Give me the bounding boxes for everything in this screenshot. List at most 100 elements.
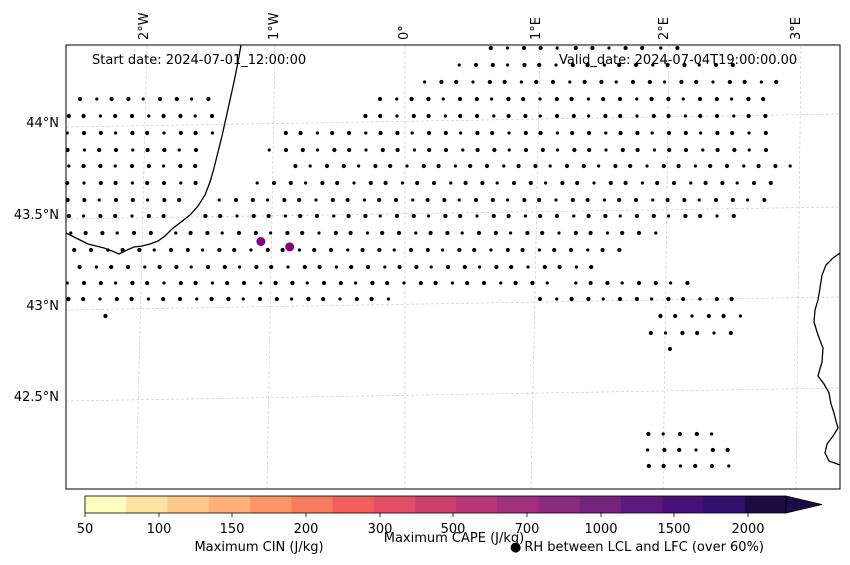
rh-dot <box>193 114 197 118</box>
rh-dot <box>588 280 593 286</box>
rh-dot <box>763 130 768 136</box>
lat-label-42-5n: 42.5°N <box>14 390 59 405</box>
rh-dot <box>174 264 179 270</box>
rh-dot <box>345 197 350 203</box>
rh-dot <box>365 231 369 235</box>
rh-dot <box>654 231 658 235</box>
colorbar-tick-label: 100 <box>147 522 172 537</box>
rh-dot <box>572 147 577 153</box>
rh-dot <box>607 46 611 50</box>
rh-dot <box>193 130 198 136</box>
rh-dot <box>620 281 624 285</box>
rh-dot <box>454 79 459 85</box>
rh-dot <box>586 213 591 219</box>
rh-dot <box>694 79 699 85</box>
rh-dot <box>439 79 444 85</box>
rh-dot <box>713 62 719 68</box>
rh-dot <box>113 164 117 168</box>
rh-dot <box>445 230 450 236</box>
cape-points-layer <box>256 237 295 252</box>
rh-dot <box>636 230 642 236</box>
rh-dot <box>761 96 766 102</box>
rh-dot <box>521 45 527 51</box>
rh-dot <box>708 163 713 169</box>
rh-dot <box>747 131 751 135</box>
rh-dot <box>617 197 622 203</box>
colorbar-segment <box>167 496 210 513</box>
rh-dot <box>523 214 528 218</box>
rh-dot <box>82 148 86 152</box>
rh-dot <box>157 96 163 102</box>
rh-dot <box>393 197 399 203</box>
rh-dot <box>328 247 334 253</box>
rh-dot <box>459 131 463 135</box>
rh-dot <box>653 280 658 286</box>
rh-dot <box>695 330 700 336</box>
rh-dot <box>364 131 368 135</box>
rh-dot <box>528 180 533 186</box>
rh-dot <box>377 197 382 203</box>
rh-dot <box>523 130 528 136</box>
rh-dot <box>131 148 135 152</box>
rh-dot <box>373 163 378 169</box>
rh-dot <box>564 163 570 169</box>
rh-dot <box>141 97 145 101</box>
colorbar-segment <box>538 496 581 513</box>
map-background <box>66 45 840 489</box>
rh-dot <box>715 147 720 153</box>
rh-dot <box>671 180 677 186</box>
rh-dot <box>683 114 688 118</box>
rh-dot <box>735 181 739 185</box>
rh-dot <box>614 80 618 84</box>
rh-dot <box>548 164 552 168</box>
rh-dot <box>636 280 642 286</box>
rh-dot <box>130 181 134 185</box>
rh-dot <box>146 297 150 301</box>
rh-dot <box>472 247 477 253</box>
rh-dot <box>646 448 650 452</box>
rh-dot <box>623 45 628 51</box>
rh-dot <box>659 46 663 50</box>
rh-dot <box>556 148 560 152</box>
rh-dot <box>129 296 134 302</box>
rh-dot <box>697 96 703 102</box>
rh-dot <box>251 213 256 219</box>
rh-dot <box>273 280 278 286</box>
rh-dot <box>710 447 715 453</box>
rh-dot <box>648 330 653 336</box>
rh-dot <box>402 281 406 285</box>
rh-dot <box>441 248 445 252</box>
rh-dot <box>554 213 560 219</box>
rh-dot <box>712 331 716 335</box>
rh-dot <box>66 213 71 219</box>
rh-legend-marker: ● <box>510 540 521 555</box>
rh-dot <box>249 248 253 252</box>
rh-dot <box>457 198 461 202</box>
rh-dot <box>475 147 480 153</box>
rh-dot <box>250 197 255 203</box>
rh-dot <box>217 198 221 202</box>
rh-dot <box>630 79 636 85</box>
rh-dot <box>714 96 719 102</box>
rh-dot <box>443 147 449 153</box>
rh-dot <box>65 147 70 153</box>
rh-dot <box>98 163 103 169</box>
rh-dot <box>365 264 371 270</box>
rh-dot <box>701 148 705 152</box>
rh-dot <box>97 147 102 153</box>
rh-dot <box>338 297 342 301</box>
rh-dot <box>661 163 666 169</box>
rh-dot <box>161 296 166 302</box>
rh-dot <box>537 248 542 252</box>
rh-dot <box>222 264 227 270</box>
rh-dot <box>640 45 645 51</box>
rh-dot <box>298 213 303 219</box>
rh-dot <box>585 197 590 203</box>
rh-dot <box>694 431 699 437</box>
coastline-mediterranean <box>813 252 841 466</box>
rh-dot <box>100 230 105 236</box>
rh-dot <box>148 230 153 236</box>
rh-dot <box>129 163 135 169</box>
rh-dot <box>253 230 258 236</box>
rh-dot <box>95 97 99 101</box>
